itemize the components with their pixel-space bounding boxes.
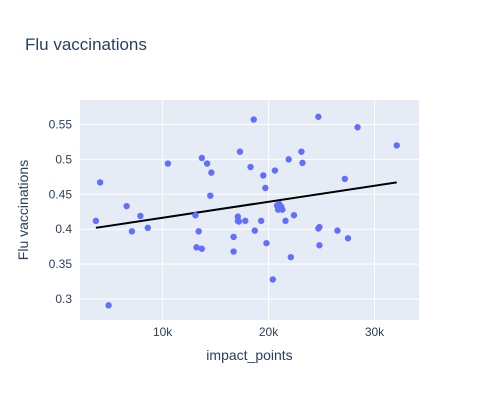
x-tick-labels: 10k 20k 30k (153, 325, 385, 339)
data-point (230, 233, 237, 241)
data-point (315, 113, 322, 120)
data-point (263, 239, 270, 247)
data-point (203, 160, 211, 167)
data-point (299, 159, 306, 167)
x-tick-label: 10k (153, 325, 173, 339)
data-point (137, 212, 144, 220)
y-tick-label: 0.4 (55, 222, 72, 236)
data-point (234, 213, 242, 220)
y-tick-labels: 0.3 0.35 0.4 0.45 0.5 0.55 (49, 117, 73, 306)
data-point (198, 245, 206, 252)
data-point (271, 167, 279, 174)
y-gridlines (80, 123, 419, 300)
data-point (247, 163, 254, 171)
data-point (290, 212, 298, 219)
y-tick-label: 0.45 (49, 187, 73, 201)
trendline-layer (95, 181, 397, 229)
y-tick-label: 0.5 (55, 152, 72, 166)
data-point (208, 169, 215, 176)
points-layer (92, 113, 400, 309)
data-point (144, 224, 151, 232)
data-point (96, 179, 104, 186)
data-point (192, 212, 199, 219)
data-point (164, 160, 172, 167)
x-gridlines (162, 100, 376, 320)
data-point (250, 116, 257, 123)
data-point (260, 172, 267, 179)
data-point (287, 253, 295, 261)
data-point (334, 227, 341, 234)
y-axis-label: Flu vaccinations (15, 160, 31, 260)
data-point (344, 235, 352, 242)
chart-title: Flu vaccinations (25, 35, 147, 54)
x-tick-label: 30k (365, 325, 385, 339)
data-point (316, 223, 323, 231)
y-tick-label: 0.3 (55, 292, 72, 306)
data-point (316, 242, 323, 249)
data-point (92, 217, 100, 225)
data-point (198, 154, 206, 162)
data-point (354, 124, 361, 131)
data-point (257, 217, 265, 225)
x-axis-label: impact_points (206, 347, 292, 363)
data-point (282, 217, 289, 225)
data-point (285, 156, 292, 163)
plot-area (80, 100, 419, 320)
data-point (269, 276, 277, 283)
data-point (207, 192, 214, 199)
data-point (341, 175, 349, 183)
trendline (95, 181, 397, 229)
data-point (242, 217, 249, 225)
data-point (105, 302, 112, 309)
data-point (262, 184, 269, 192)
data-point (251, 227, 258, 234)
data-point (123, 202, 130, 210)
data-point (193, 244, 200, 251)
data-point (298, 148, 305, 155)
data-point (279, 206, 286, 213)
y-tick-label: 0.55 (49, 117, 73, 131)
y-tick-label: 0.35 (49, 257, 73, 271)
data-point (236, 148, 244, 155)
data-point (195, 228, 202, 235)
data-point (230, 248, 237, 255)
data-point (235, 218, 243, 225)
data-point (128, 228, 136, 235)
data-point (393, 142, 400, 149)
x-tick-label: 20k (259, 325, 279, 339)
